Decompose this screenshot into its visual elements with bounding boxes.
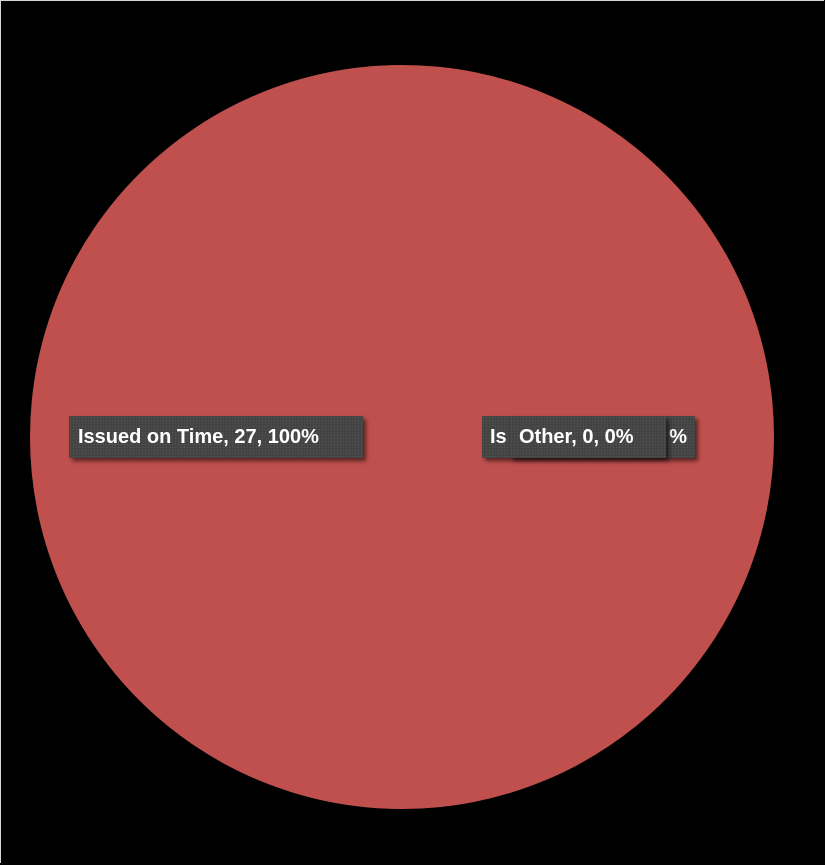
data-label-issued-on-time: Issued on Time, 27, 100% — [69, 416, 363, 458]
data-label-issued-late-start: Is — [490, 426, 507, 448]
data-label-other: Other, 0, 0% — [510, 416, 666, 458]
pie-slices — [30, 65, 774, 809]
pie-slice-issued-on-time — [30, 65, 774, 809]
data-label-issued-late-end: % — [669, 426, 687, 448]
